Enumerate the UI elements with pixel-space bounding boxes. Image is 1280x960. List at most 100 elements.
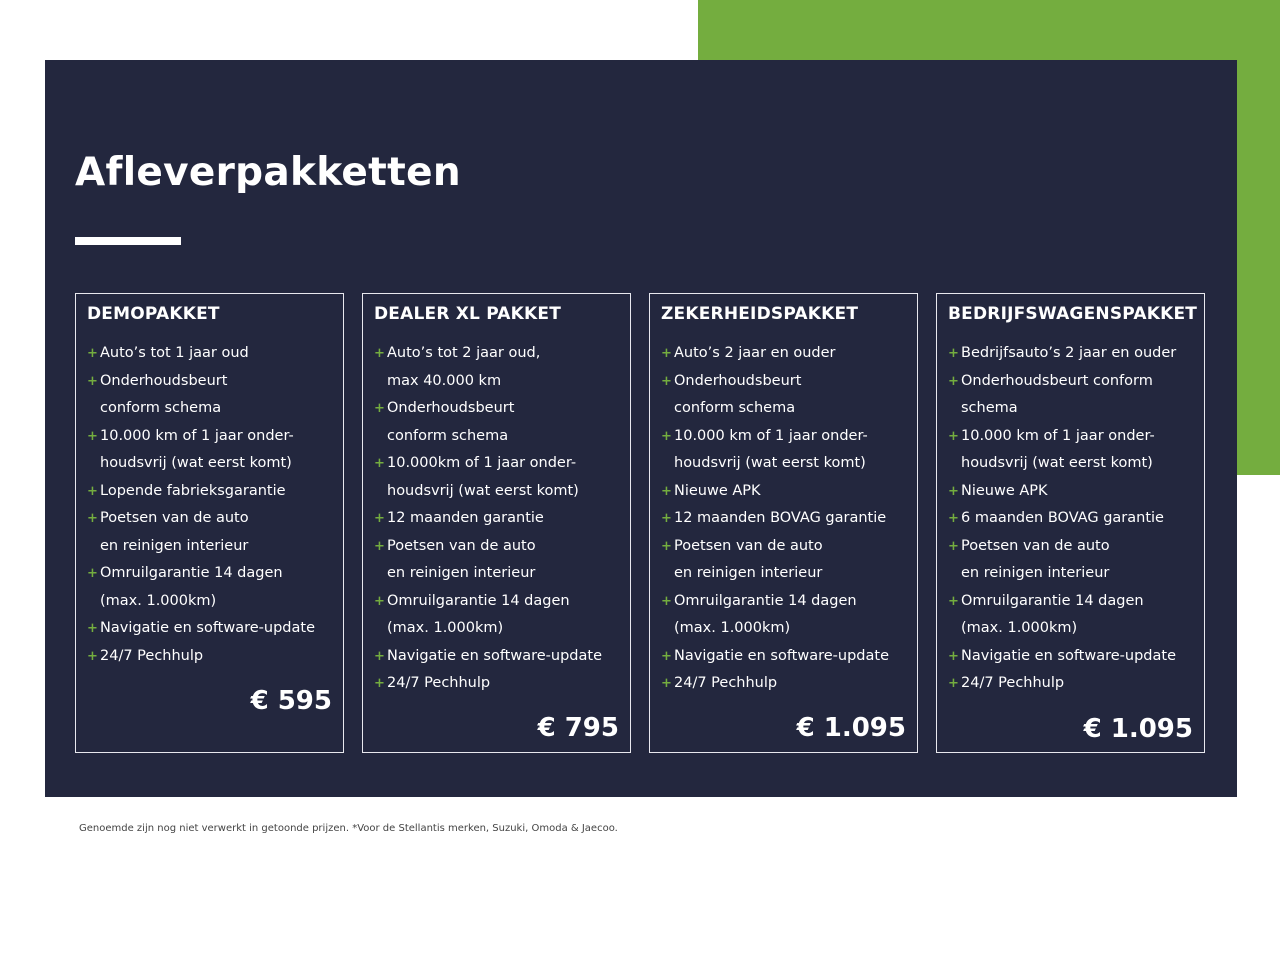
feature-item: + Poetsen van de auto en reinigen interieu… [661, 533, 907, 588]
feature-text: Onderhoudsbeurt [100, 372, 228, 389]
feature-text: 10.000 km of 1 jaar onder- [961, 427, 1155, 444]
feature-text: en reinigen interieur [961, 565, 1110, 581]
feature-text: 6 maanden BOVAG garantie [961, 510, 1164, 526]
feature-text: (max. 1.000km) [100, 592, 217, 609]
plus-icon: + [374, 401, 385, 416]
feature-text: houdsvrij (wat eerst komt) [387, 482, 579, 499]
feature-item: + Nieuwe APK [661, 478, 907, 506]
feature-text: 10.000km of 1 jaar onder- [387, 455, 577, 471]
feature-text: en reinigen interieur [387, 565, 536, 581]
feature-item: +24/7 Pechhulp [374, 670, 620, 698]
feature-text: Omruilgarantie 14 dagen [387, 592, 570, 609]
feature-text: houdsvrij (wat eerst komt) [674, 455, 866, 471]
feature-item: + Navigatie en software-update [374, 643, 620, 671]
plus-icon: + [374, 648, 385, 664]
feature-item: +10.000 km of 1 jaar onder-houdsvrij (wa… [661, 423, 907, 478]
feature-text: Omruilgarantie 14 dagen [100, 565, 283, 581]
plus-icon: + [87, 373, 98, 389]
feature-item: + Nieuwe APK [948, 478, 1194, 506]
plus-icon: + [661, 346, 672, 361]
package-name: DEALER XL PAKKET [374, 304, 562, 324]
feature-item: + Onderhoudsbeurt conform schema [374, 395, 620, 450]
feature-item: + Omruilgarantie 14 dagen (max. 1.000km) [374, 588, 620, 643]
plus-icon: + [87, 566, 98, 581]
feature-text: 12 maanden BOVAG garantie [674, 510, 887, 526]
feature-item: + Omruilgarantie 14 dagen (max. 1.000km) [87, 560, 333, 615]
feature-item: + Omruilgarantie 14 dagen (max. 1.000km) [948, 588, 1194, 643]
page-title: Afleverpakketten [75, 150, 461, 195]
package-price: € 1.095 [1083, 714, 1193, 744]
package-price: € 1.095 [796, 713, 906, 743]
feature-item: + Bedrijfsauto’s 2 jaar en ouder [948, 340, 1194, 368]
plus-icon: + [948, 538, 959, 554]
feature-text: (max. 1.000km) [674, 620, 791, 636]
plus-icon: + [87, 511, 98, 526]
plus-icon: + [661, 511, 672, 526]
feature-text: en reinigen interieur [674, 565, 823, 581]
plus-icon: + [661, 593, 672, 609]
feature-item: + Auto’s tot 2 jaar oud, max 40.000 km [374, 340, 620, 395]
feature-text: conform schema [387, 427, 509, 444]
feature-text: Auto’s 2 jaar en ouder [674, 345, 836, 361]
plus-icon: + [87, 621, 98, 636]
feature-text: Onderhoudsbeurt conform [961, 372, 1153, 389]
plus-icon: + [661, 483, 672, 499]
feature-text: conform schema [674, 400, 796, 416]
plus-icon: + [661, 373, 672, 389]
plus-icon: + [661, 676, 672, 691]
package-name: BEDRIJFSWAGENSPAKKET [948, 304, 1198, 324]
feature-text: Navigatie en software-update [961, 647, 1176, 664]
feature-item: + Onderhoudsbeurt conform schema [948, 368, 1194, 423]
package-card: ZEKERHEIDSPAKKET + Auto’s 2 jaar en ouder +… [649, 293, 918, 753]
package-card: DEMOPAKKET + Auto’s tot 1 jaar oud + Onderho… [75, 293, 344, 753]
plus-icon: + [948, 648, 959, 664]
feature-item: + Navigatie en software-update [87, 615, 333, 643]
feature-item: + Poetsen van de auto en reinigen interieu… [948, 533, 1194, 588]
plus-icon: + [661, 648, 672, 664]
feature-text: Onderhoudsbeurt [387, 400, 515, 416]
feature-item: + Navigatie en software-update [661, 643, 907, 671]
feature-item: + Poetsen van de auto en reinigen interieu… [374, 533, 620, 588]
plus-icon: + [374, 346, 385, 361]
feature-text: Omruilgarantie 14 dagen [961, 592, 1144, 609]
feature-item: +10.000km of 1 jaar onder-houdsvrij (wat… [374, 450, 620, 505]
plus-icon: + [661, 428, 672, 444]
feature-text: 10.000 km of 1 jaar onder- [100, 427, 294, 444]
plus-icon: + [661, 538, 672, 554]
plus-icon: + [948, 593, 959, 609]
feature-text: Poetsen van de auto [100, 510, 249, 526]
feature-item: + Lopende fabrieksgarantie [87, 478, 333, 506]
feature-text: Navigatie en software-update [387, 647, 602, 664]
package-card: BEDRIJFSWAGENSPAKKET + Bedrijfsauto’s 2 ja… [936, 293, 1205, 753]
feature-text: Poetsen van de auto [674, 537, 823, 554]
feature-item: + Navigatie en software-update [948, 643, 1194, 671]
feature-item: +24/7 Pechhulp [661, 670, 907, 698]
plus-icon: + [87, 346, 98, 361]
feature-item: + Omruilgarantie 14 dagen (max. 1.000km) [661, 588, 907, 643]
plus-icon: + [374, 676, 385, 691]
package-price: € 595 [250, 686, 332, 716]
plus-icon: + [948, 676, 959, 691]
package-price: € 795 [537, 713, 619, 743]
plus-icon: + [87, 648, 98, 664]
feature-item: + Auto’s tot 1 jaar oud [87, 340, 333, 368]
feature-text: Poetsen van de auto [387, 537, 536, 554]
feature-text: 24/7 Pechhulp [387, 675, 491, 691]
feature-item: +10.000 km of 1 jaar onder-houdsvrij (wa… [87, 423, 333, 478]
plus-icon: + [948, 373, 959, 389]
plus-icon: + [374, 593, 385, 609]
title-underline [75, 237, 181, 245]
feature-item: +12 maanden garantie [374, 505, 620, 533]
feature-text: Bedrijfsauto’s 2 jaar en ouder [961, 345, 1177, 361]
package-name: DEMOPAKKET [87, 304, 220, 324]
feature-text: (max. 1.000km) [961, 620, 1078, 636]
packages-panel: Afleverpakketten DEMOPAKKET + Auto’s tot 1… [45, 60, 1237, 797]
plus-icon: + [87, 428, 98, 444]
feature-text: Omruilgarantie 14 dagen [674, 592, 857, 609]
plus-icon: + [948, 346, 959, 361]
feature-text: Nieuwe APK [961, 482, 1048, 499]
plus-icon: + [948, 428, 959, 444]
feature-text: (max. 1.000km) [387, 620, 504, 636]
feature-text: houdsvrij (wat eerst komt) [961, 455, 1153, 471]
plus-icon: + [374, 456, 385, 471]
